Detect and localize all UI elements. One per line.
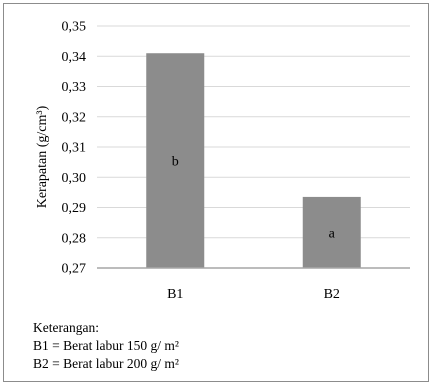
bar-label: b <box>172 155 179 170</box>
bar-b1 <box>146 53 205 268</box>
y-tick-label: 0,27 <box>62 262 87 277</box>
chart-frame <box>3 3 429 382</box>
notes-line-b1: B1 = Berat labur 150 g/ m² <box>33 338 179 353</box>
x-tick-label: B2 <box>324 287 340 302</box>
y-tick-label: 0,35 <box>62 20 87 35</box>
y-tick-label: 0,34 <box>62 50 87 65</box>
y-tick-label: 0,33 <box>62 80 87 95</box>
y-tick-label: 0,31 <box>62 141 87 156</box>
chart-notes: Keterangan: B1 = Berat labur 150 g/ m² B… <box>33 319 179 373</box>
notes-title: Keterangan: <box>33 320 99 335</box>
y-axis-label: Kerapatan (g/cm³) <box>35 105 50 208</box>
bar-b2 <box>302 196 361 268</box>
y-tick-label: 0,28 <box>62 231 87 246</box>
y-tick-label: 0,30 <box>62 171 87 186</box>
y-tick-label: 0,32 <box>62 110 87 125</box>
notes-line-b2: B2 = Berat labur 200 g/ m² <box>33 356 179 371</box>
x-tick-label: B1 <box>167 287 183 302</box>
y-tick-label: 0,29 <box>62 201 87 216</box>
bar-label: a <box>329 226 336 241</box>
